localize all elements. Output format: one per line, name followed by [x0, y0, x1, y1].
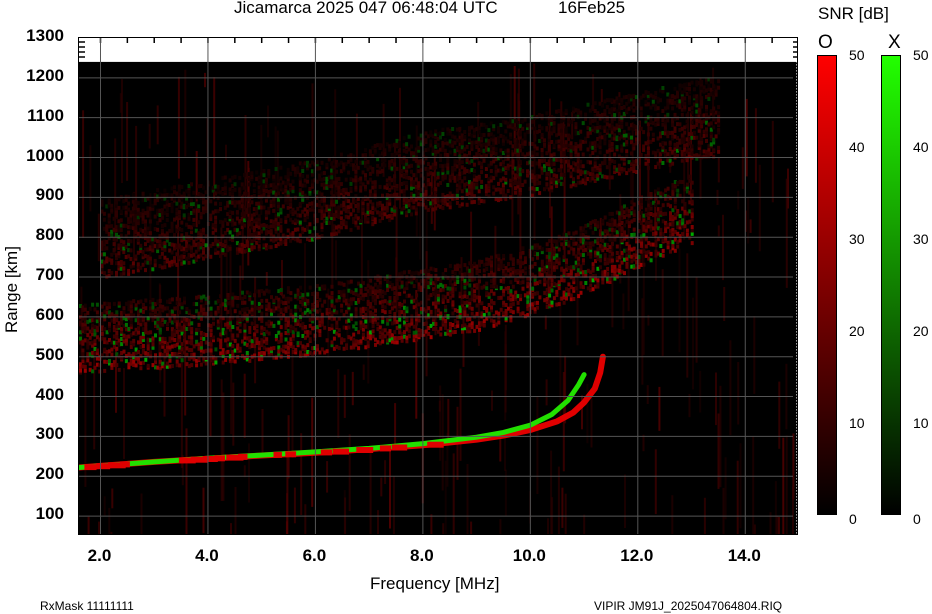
colorbar-tick-label: 20: [913, 323, 929, 339]
file-name-text: VIPIR JM91J_2025047064804.RIQ: [594, 599, 783, 613]
x-tick-label: 14.0: [727, 546, 761, 565]
rxmask-text: RxMask 11111111: [40, 599, 134, 613]
y-tick-label: 1100: [27, 105, 64, 125]
colorbar-x-label: X: [888, 32, 901, 53]
y-tick-label: 500: [35, 344, 64, 364]
colorbar-tick-label: 20: [849, 323, 865, 339]
y-tick-label: 1300: [26, 26, 64, 45]
x-tick-label: 6.0: [302, 546, 327, 565]
y-tick-label: 600: [35, 304, 64, 324]
x-tick-label: 8.0: [410, 546, 434, 565]
colorbar-tick-label: 40: [913, 139, 929, 155]
y-tick-label: 1000: [26, 145, 64, 165]
x-tick-label: 4.0: [195, 546, 219, 565]
colorbar-tick-label: 0: [849, 511, 857, 527]
x-tick-label: 10.0: [512, 546, 546, 565]
ionogram-heatmap: [79, 38, 797, 534]
x-tick-label: 2.0: [87, 546, 112, 565]
colorbar-tick-label: 10: [913, 415, 929, 431]
colorbar-tick-label: 30: [849, 231, 865, 247]
y-tick-label: 400: [35, 384, 64, 404]
colorbar-o-label: O: [818, 32, 833, 53]
ionogram-plot: [78, 37, 798, 535]
colorbar-tick-label: 0: [913, 511, 921, 527]
y-tick-label: 800: [35, 225, 64, 245]
colorbar-title: SNR [dB]: [818, 4, 889, 23]
y-tick-label: 100: [35, 504, 64, 524]
colorbar-tick-label: 10: [849, 415, 865, 431]
colorbar-tick-label: 50: [849, 47, 865, 63]
title-date: 16Feb25: [558, 0, 626, 17]
colorbar-tick-label: 50: [913, 47, 929, 63]
y-tick-label: 1200: [26, 65, 64, 85]
y-tick-label: 200: [35, 464, 64, 484]
colorbar-tick-label: 40: [849, 139, 865, 155]
y-tick-label: 900: [35, 185, 64, 205]
y-tick-label: 300: [35, 424, 64, 444]
y-tick-label: 700: [35, 265, 64, 285]
colorbar-x-bar: [881, 55, 901, 515]
colorbar-tick-label: 30: [913, 231, 929, 247]
x-tick-label: 12.0: [620, 546, 654, 565]
colorbar-o-bar: [817, 55, 837, 515]
x-axis-label: Frequency [MHz]: [370, 574, 500, 593]
title-text: Jicamarca 2025 047 06:48:04 UTC: [234, 0, 498, 17]
